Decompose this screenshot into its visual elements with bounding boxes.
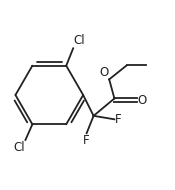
Text: F: F — [115, 113, 122, 126]
Text: O: O — [138, 94, 147, 107]
Text: F: F — [83, 134, 90, 147]
Text: Cl: Cl — [73, 34, 85, 48]
Text: O: O — [99, 66, 108, 78]
Text: Cl: Cl — [14, 141, 25, 154]
